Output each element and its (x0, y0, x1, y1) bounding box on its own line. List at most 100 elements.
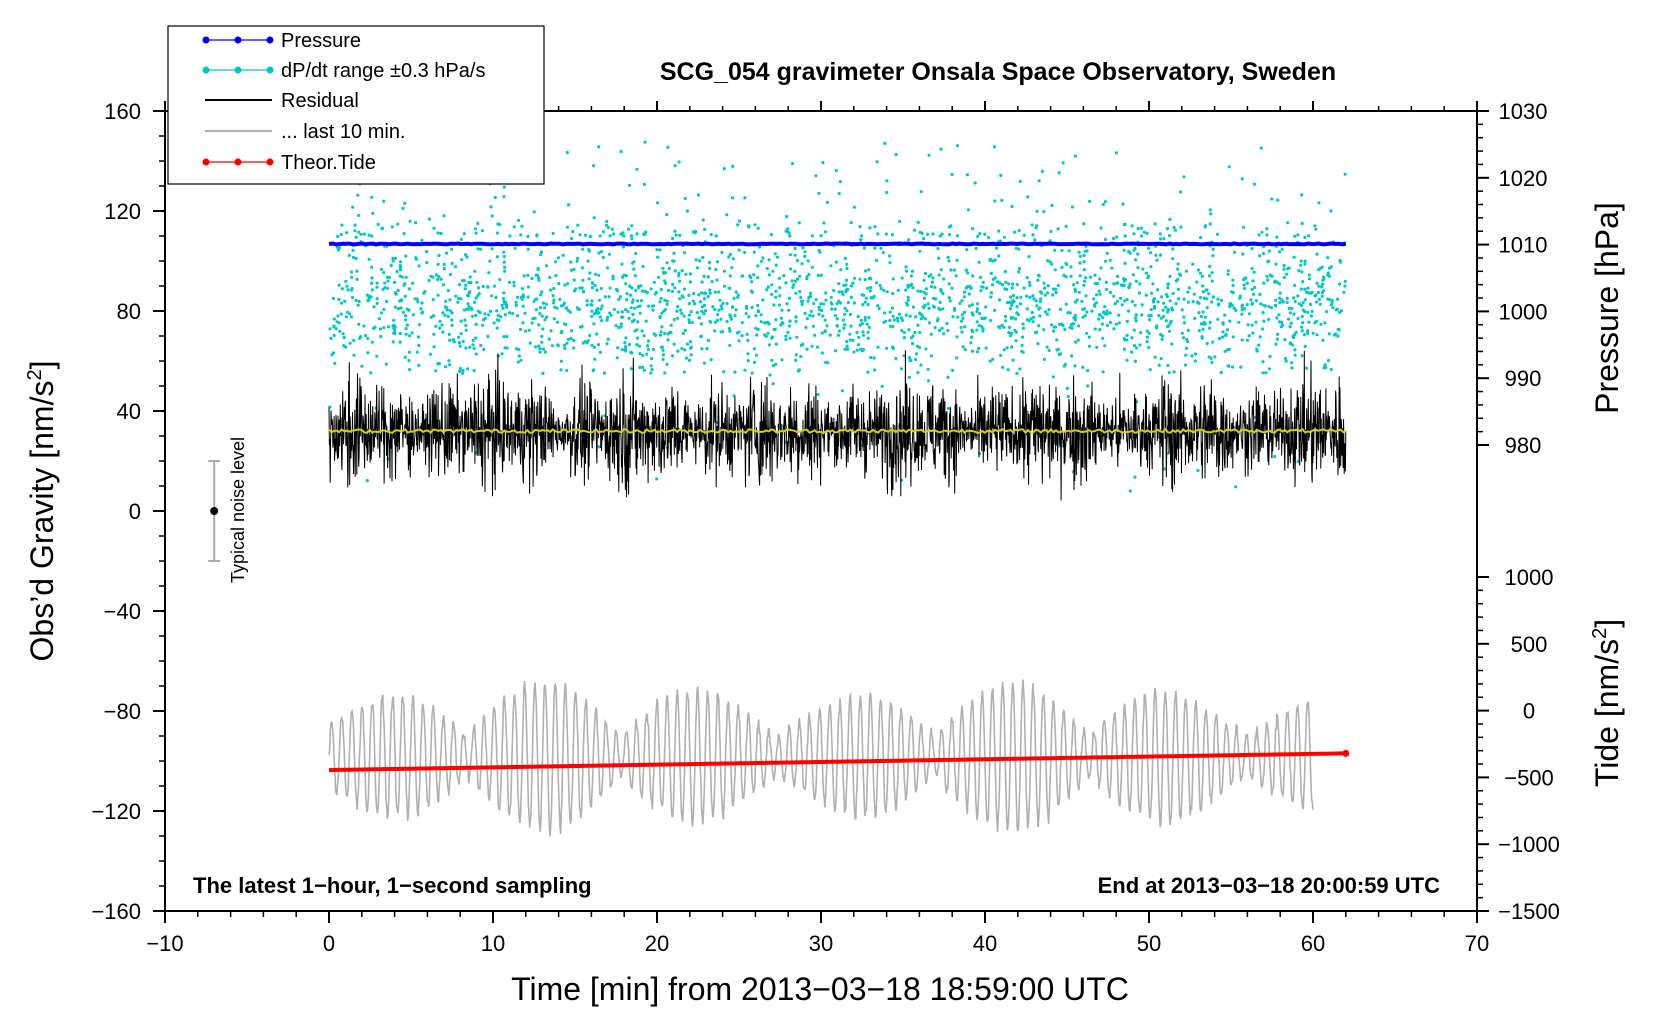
legend-label-last10: ... last 10 min. (281, 121, 406, 143)
y-tick-label: 40 (117, 399, 141, 424)
dpdt-point (1307, 273, 1311, 277)
dpdt-point (398, 331, 402, 336)
dpdt-point (924, 287, 928, 291)
dpdt-point (1267, 249, 1271, 253)
dpdt-point (947, 296, 951, 300)
dpdt-point (391, 340, 395, 344)
dpdt-point (825, 200, 830, 204)
dpdt-point (1213, 355, 1217, 359)
dpdt-point (628, 284, 632, 288)
dpdt-point (1036, 278, 1040, 282)
dpdt-point (1167, 329, 1172, 333)
dpdt-point (1197, 311, 1201, 315)
dpdt-point (585, 341, 589, 345)
dpdt-point (480, 229, 485, 233)
dpdt-point (1229, 302, 1233, 306)
y-tick-label: −160 (91, 899, 141, 924)
dpdt-point (450, 323, 454, 327)
dpdt-point (1152, 304, 1157, 308)
dpdt-point (1202, 296, 1206, 300)
dpdt-point (463, 287, 467, 291)
tide-end-marker (1342, 749, 1350, 757)
dpdt-point (732, 296, 736, 300)
dpdt-point (902, 336, 907, 340)
dpdt-point (798, 289, 802, 294)
dpdt-point (1176, 287, 1180, 291)
dpdt-point (810, 265, 815, 269)
dpdt-point (1078, 274, 1082, 278)
dpdt-point (1070, 354, 1074, 358)
dpdt-point (1162, 467, 1166, 471)
dpdt-point (842, 326, 846, 330)
dpdt-point (344, 345, 348, 349)
dpdt-point (1285, 300, 1289, 305)
dpdt-point (393, 291, 398, 295)
dpdt-point (1162, 237, 1166, 241)
dpdt-point (432, 345, 436, 349)
dpdt-point (678, 233, 682, 237)
dpdt-point (863, 318, 867, 322)
dpdt-point (1052, 329, 1056, 333)
dpdt-point (638, 311, 642, 315)
dpdt-point (1042, 210, 1046, 214)
dpdt-point (420, 238, 424, 242)
dpdt-point (1068, 326, 1072, 330)
dpdt-point (625, 298, 629, 302)
dpdt-point (362, 324, 366, 328)
dpdt-point (927, 321, 932, 325)
dpdt-point (1210, 271, 1214, 275)
dpdt-point (350, 275, 354, 279)
dpdt-point (1134, 313, 1138, 317)
dpdt-point (336, 314, 340, 318)
dpdt-point (911, 334, 915, 338)
dpdt-point (650, 357, 654, 361)
dpdt-point (715, 260, 720, 264)
dpdt-point (1250, 323, 1254, 327)
dpdt-point (1166, 325, 1170, 329)
dpdt-point (588, 271, 592, 275)
dpdt-point (1216, 317, 1220, 321)
dpdt-point (370, 195, 374, 199)
dpdt-point (856, 314, 860, 319)
dpdt-point (434, 369, 438, 373)
dpdt-point (392, 331, 396, 335)
dpdt-point (379, 311, 383, 315)
dpdt-point (403, 294, 407, 298)
dpdt-point (805, 277, 809, 281)
dpdt-point (592, 216, 596, 220)
dpdt-point (444, 251, 449, 255)
dpdt-point (1299, 263, 1303, 267)
dpdt-point (852, 350, 856, 354)
dpdt-point (788, 324, 792, 328)
dpdt-point (404, 314, 408, 318)
y-tick-label: 0 (129, 499, 141, 524)
dpdt-point (808, 291, 813, 295)
dpdt-point (474, 313, 478, 317)
dpdt-point (1285, 296, 1289, 300)
dpdt-point (446, 315, 450, 319)
dpdt-point (695, 311, 700, 315)
dpdt-point (432, 314, 436, 318)
dpdt-point (444, 299, 448, 303)
dpdt-point (383, 281, 387, 285)
dpdt-point (819, 273, 823, 277)
dpdt-point (1027, 319, 1031, 323)
dpdt-point (806, 259, 810, 263)
dpdt-point (522, 295, 526, 299)
dpdt-point (729, 317, 733, 321)
dpdt-point (643, 289, 647, 293)
dpdt-point (329, 336, 333, 340)
dpdt-point (1278, 291, 1282, 295)
dpdt-point (1053, 248, 1057, 252)
dpdt-point (1176, 297, 1181, 301)
dpdt-point (1145, 231, 1149, 236)
dpdt-point (840, 389, 845, 393)
dpdt-point (1074, 340, 1078, 344)
dpdt-point (398, 299, 402, 303)
dpdt-point (1199, 235, 1203, 240)
dpdt-point (1063, 327, 1067, 332)
dpdt-point (602, 230, 606, 234)
dpdt-point (447, 332, 451, 336)
dpdt-point (442, 262, 446, 266)
dpdt-point (526, 295, 530, 299)
